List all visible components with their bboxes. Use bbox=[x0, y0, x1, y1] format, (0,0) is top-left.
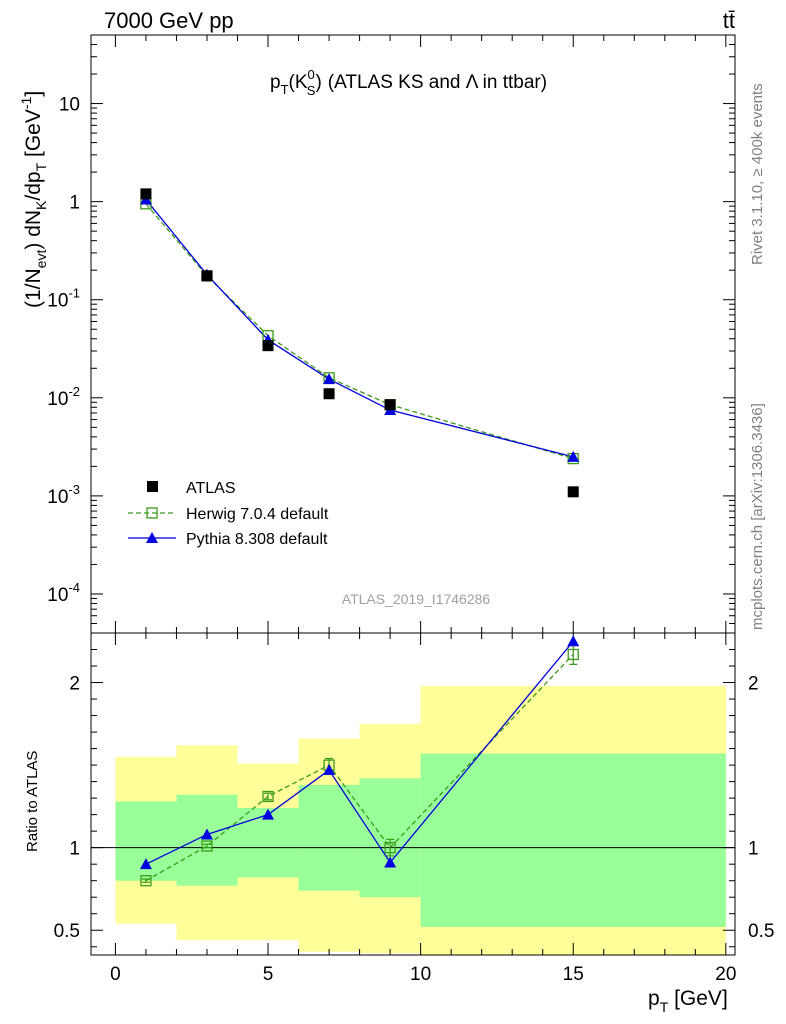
legend-atlas-marker bbox=[147, 481, 158, 492]
header-process-label: tt̄ bbox=[723, 8, 735, 33]
ratio-point-s1-3 bbox=[323, 764, 336, 776]
main-y-tick-label: 10-2 bbox=[47, 384, 80, 410]
main-point-s0-5 bbox=[567, 486, 579, 498]
legend-entry-atlas: ATLAS bbox=[147, 480, 236, 497]
uncertainty-band-inner-3 bbox=[298, 784, 360, 891]
uncertainty-band-inner-1 bbox=[176, 794, 238, 886]
main-point-s0-1 bbox=[201, 270, 213, 282]
ratio-y-tick-label: 0.5 bbox=[54, 921, 80, 942]
ratio-point-s1-5 bbox=[567, 635, 580, 647]
legend-pythia-marker bbox=[146, 532, 158, 543]
ratio-y-tick-label-right: 1 bbox=[748, 839, 759, 860]
main-point-s0-3 bbox=[323, 388, 335, 400]
legend: ATLAS Herwig 7.0.4 default Pythia 8.308 … bbox=[128, 480, 329, 548]
main-y-tick-label: 10 bbox=[59, 95, 80, 116]
main-point-s0-2 bbox=[262, 340, 274, 352]
main-y-tick-label: 10-3 bbox=[47, 482, 80, 508]
ratio-point-s1-0 bbox=[139, 858, 152, 870]
main-point-s0-0 bbox=[140, 188, 152, 200]
main-panel: 10-4 10-3 10-2 10-1 1 10 pT(K0 S) (ATLAS KS and… bbox=[18, 34, 736, 634]
ratio-point-s0-0 bbox=[140, 875, 152, 887]
ratio-y-tick-label: 1 bbox=[69, 839, 80, 860]
ratio-point-s0-5 bbox=[567, 648, 579, 661]
ratio-series-line-1 bbox=[145, 640, 574, 865]
ratio-series-line-0 bbox=[145, 654, 574, 882]
x-tick-label: 20 bbox=[715, 964, 736, 985]
x-tick-label: 0 bbox=[110, 964, 121, 985]
ratio-y-tick-label: 2 bbox=[69, 674, 80, 695]
uncertainty-band-inner-5 bbox=[420, 753, 726, 927]
analysis-watermark: ATLAS_2019_I1746286 bbox=[342, 591, 491, 607]
ratio-point-s0-4 bbox=[384, 842, 396, 854]
ratio-plot-area: 0 5 10 15 20 0.5 0.5 1 1 2 2 bbox=[54, 633, 774, 985]
ratio-y-axis-label: Ratio to ATLAS bbox=[24, 751, 41, 852]
ratio-point-s0-2 bbox=[262, 790, 274, 803]
main-point-s0-4 bbox=[384, 399, 396, 411]
main-plot-area: 10-4 10-3 10-2 10-1 1 10 bbox=[47, 34, 735, 634]
x-tick-label: 5 bbox=[263, 964, 274, 985]
main-title: pT(K0 S) (ATLAS KS and Λ in ttbar) bbox=[270, 67, 547, 98]
legend-entry-herwig: Herwig 7.0.4 default bbox=[128, 506, 329, 523]
ratio-point-s1-2 bbox=[262, 808, 275, 820]
legend-herwig-label: Herwig 7.0.4 default bbox=[186, 506, 329, 523]
ratio-y-tick-label-right: 2 bbox=[748, 674, 759, 695]
main-y-tick-label: 1 bbox=[69, 193, 80, 214]
rivet-version-label: Rivet 3.1.10, ≥ 400k events bbox=[749, 83, 766, 265]
main-series-line-1 bbox=[145, 203, 574, 460]
ratio-panel: 0 5 10 15 20 0.5 0.5 1 1 2 2 Ratio to ATLAS pT [Ge… bbox=[24, 632, 774, 1015]
ratio-point-s0-1 bbox=[201, 840, 213, 852]
legend-herwig-marker bbox=[146, 507, 158, 519]
mcplots-reference-label: mcplots.cern.ch [arXiv:1306.3436] bbox=[749, 403, 766, 630]
ratio-y-tick-label-right: 0.5 bbox=[748, 921, 774, 942]
x-tick-label: 10 bbox=[410, 964, 431, 985]
ratio-point-s1-1 bbox=[200, 828, 213, 840]
main-point-s2-5 bbox=[567, 450, 580, 462]
main-y-tick-label: 10-4 bbox=[47, 580, 80, 606]
ratio-point-s1-4 bbox=[384, 856, 397, 868]
x-axis-label: pT [GeV] bbox=[648, 987, 728, 1015]
uncertainty-band-inner-4 bbox=[359, 778, 421, 898]
main-series-line-2 bbox=[145, 199, 574, 458]
ratio-frame bbox=[90, 632, 736, 956]
main-y-axis-label: (1/Nevt) dNK/dpT [GeV-1] bbox=[18, 91, 49, 308]
legend-entry-pythia: Pythia 8.308 default bbox=[128, 531, 328, 548]
header-energy-label: 7000 GeV pp bbox=[104, 8, 234, 33]
legend-pythia-label: Pythia 8.308 default bbox=[186, 531, 328, 548]
legend-atlas-label: ATLAS bbox=[186, 480, 236, 497]
main-point-s2-3 bbox=[323, 373, 336, 385]
x-tick-label: 15 bbox=[563, 964, 584, 985]
main-y-tick-label: 10-1 bbox=[47, 286, 80, 312]
